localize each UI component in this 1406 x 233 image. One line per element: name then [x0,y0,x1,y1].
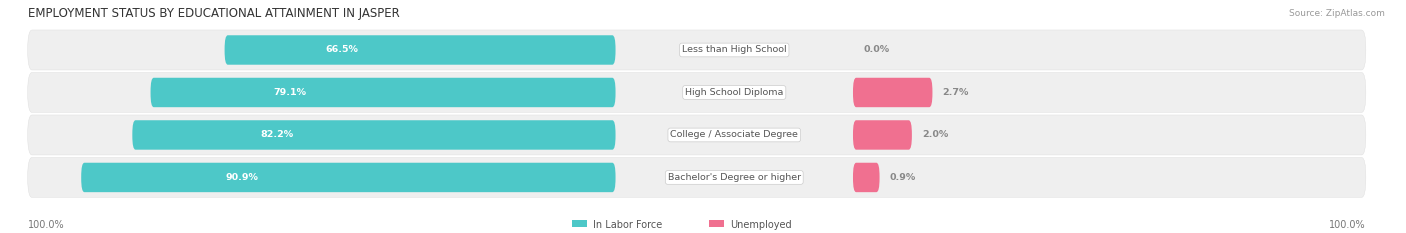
Text: High School Diploma: High School Diploma [685,88,783,97]
Text: 79.1%: 79.1% [274,88,307,97]
FancyBboxPatch shape [82,163,616,192]
Text: 2.0%: 2.0% [922,130,948,140]
FancyBboxPatch shape [853,163,880,192]
FancyBboxPatch shape [28,158,1365,197]
Text: Unemployed: Unemployed [731,220,792,230]
Text: 82.2%: 82.2% [260,130,294,140]
Text: College / Associate Degree: College / Associate Degree [671,130,799,140]
Bar [709,220,724,230]
Text: In Labor Force: In Labor Force [593,220,662,230]
Text: 0.9%: 0.9% [890,173,915,182]
Text: 100.0%: 100.0% [1329,220,1365,230]
Text: 0.0%: 0.0% [863,45,889,55]
Text: EMPLOYMENT STATUS BY EDUCATIONAL ATTAINMENT IN JASPER: EMPLOYMENT STATUS BY EDUCATIONAL ATTAINM… [28,7,399,20]
Text: 100.0%: 100.0% [28,220,65,230]
FancyBboxPatch shape [132,120,616,150]
FancyBboxPatch shape [853,120,912,150]
Text: 66.5%: 66.5% [325,45,359,55]
FancyBboxPatch shape [853,78,932,107]
FancyBboxPatch shape [28,115,1365,155]
FancyBboxPatch shape [28,72,1365,113]
FancyBboxPatch shape [28,30,1365,70]
Text: Source: ZipAtlas.com: Source: ZipAtlas.com [1289,9,1385,18]
Text: Less than High School: Less than High School [682,45,786,55]
Bar [572,220,586,230]
Text: Bachelor's Degree or higher: Bachelor's Degree or higher [668,173,801,182]
FancyBboxPatch shape [225,35,616,65]
Text: 2.7%: 2.7% [942,88,969,97]
Text: 90.9%: 90.9% [225,173,257,182]
FancyBboxPatch shape [150,78,616,107]
